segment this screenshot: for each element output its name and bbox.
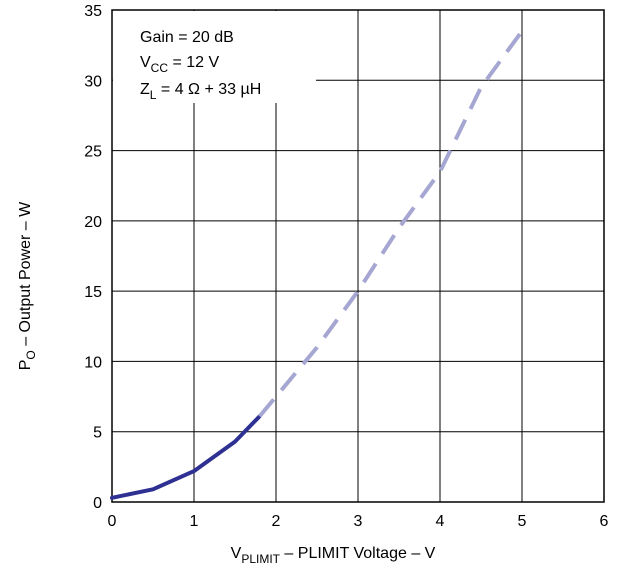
y-tick-label: 15 bbox=[84, 284, 102, 301]
y-tick-label: 20 bbox=[84, 214, 102, 231]
x-tick-label: 2 bbox=[272, 513, 281, 530]
x-tick-label: 5 bbox=[518, 513, 527, 530]
y-tick-label: 25 bbox=[84, 144, 102, 161]
annotation-text: Gain = 20 dB VCC = 12 V ZL = 4 Ω + 33 µH bbox=[140, 29, 261, 102]
x-tick-label: 0 bbox=[108, 513, 117, 530]
x-tick-label: 4 bbox=[436, 513, 445, 530]
y-tick-label: 35 bbox=[84, 3, 102, 20]
x-tick-label: 6 bbox=[600, 513, 609, 530]
x-tick-label: 3 bbox=[354, 513, 363, 530]
y-tick-label: 5 bbox=[93, 425, 102, 442]
plot-frame bbox=[111, 9, 605, 503]
annotation-line: Gain = 20 dB bbox=[140, 29, 234, 46]
y-tick-label: 0 bbox=[93, 495, 102, 512]
annotation-line: VCC = 12 V bbox=[140, 54, 219, 75]
series-line-solid bbox=[110, 414, 262, 500]
y-axis-title: PO – Output Power – W bbox=[17, 201, 38, 370]
series-line-dashed bbox=[258, 29, 524, 418]
y-tick-label: 30 bbox=[84, 73, 102, 90]
series-layer bbox=[110, 29, 524, 500]
x-axis-title: VPLIMIT – PLIMIT Voltage – V bbox=[231, 545, 436, 566]
annotation-box bbox=[113, 11, 316, 103]
tick-labels: 0 1 2 3 4 5 6 0 5 10 15 20 25 30 35 bbox=[84, 3, 608, 530]
annotation-line: ZL = 4 Ω + 33 µH bbox=[140, 81, 261, 102]
y-tick-label: 10 bbox=[84, 354, 102, 371]
x-tick-label: 1 bbox=[190, 513, 199, 530]
